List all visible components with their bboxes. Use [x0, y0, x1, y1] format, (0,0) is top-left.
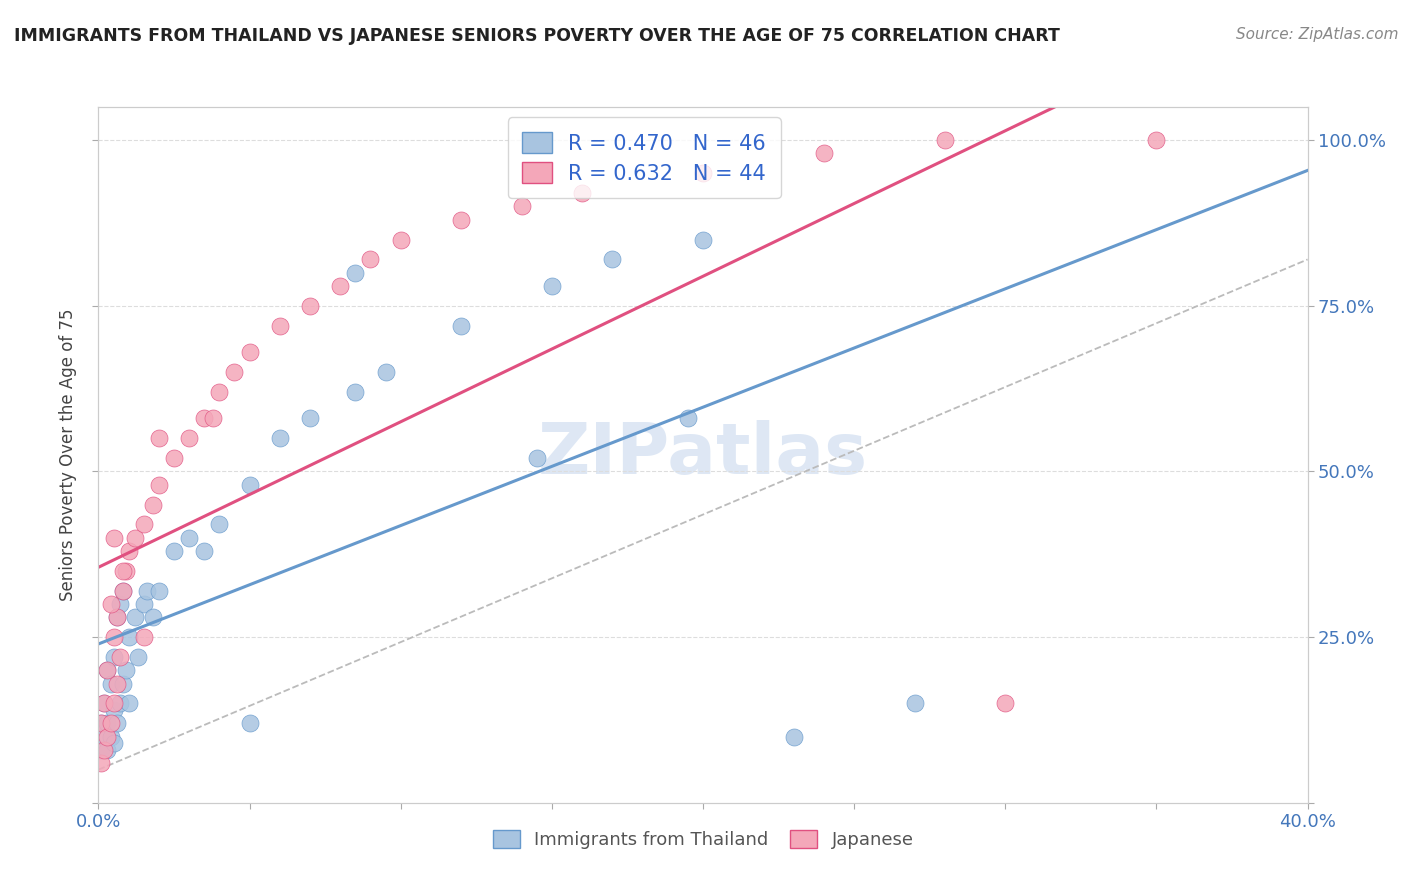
Text: Source: ZipAtlas.com: Source: ZipAtlas.com: [1236, 27, 1399, 42]
Point: [103, 630, 125, 644]
Point: [193, 411, 215, 425]
Point: [105, 676, 128, 690]
Point: [100, 676, 122, 690]
Point: [692, 233, 714, 247]
Point: [103, 650, 125, 665]
Point: [148, 431, 170, 445]
Point: [344, 266, 367, 280]
Point: [783, 730, 806, 744]
Point: [374, 365, 396, 379]
Point: [124, 610, 146, 624]
Point: [100, 730, 122, 744]
Point: [202, 411, 225, 425]
Point: [96, 663, 118, 677]
Point: [105, 610, 128, 624]
Point: [239, 716, 262, 731]
Point: [96, 730, 118, 744]
Point: [571, 186, 593, 201]
Point: [132, 630, 155, 644]
Point: [93, 743, 115, 757]
Point: [934, 133, 956, 147]
Point: [269, 431, 291, 445]
Point: [93, 730, 115, 744]
Point: [193, 544, 215, 558]
Point: [108, 597, 131, 611]
Point: [111, 564, 134, 578]
Point: [450, 212, 472, 227]
Point: [540, 279, 562, 293]
Point: [269, 318, 291, 333]
Point: [163, 544, 186, 558]
Point: [100, 597, 122, 611]
Point: [676, 411, 699, 425]
Point: [132, 597, 155, 611]
Point: [93, 697, 115, 711]
Point: [239, 477, 262, 491]
Point: [994, 697, 1017, 711]
Point: [179, 531, 201, 545]
Point: [90, 756, 112, 770]
Point: [904, 697, 927, 711]
Point: [602, 252, 624, 267]
Point: [813, 146, 835, 161]
Point: [239, 345, 262, 359]
Point: [299, 299, 322, 313]
Point: [114, 564, 136, 578]
Point: [103, 703, 125, 717]
Point: [90, 743, 112, 757]
Point: [96, 663, 118, 677]
Point: [96, 743, 118, 757]
Point: [124, 531, 146, 545]
Point: [208, 384, 231, 399]
Point: [132, 517, 155, 532]
Point: [100, 716, 122, 731]
Point: [208, 517, 231, 532]
Point: [163, 451, 186, 466]
Point: [118, 697, 141, 711]
Text: ZIPatlas: ZIPatlas: [538, 420, 868, 490]
Point: [299, 411, 322, 425]
Point: [90, 716, 112, 731]
Point: [111, 583, 134, 598]
Point: [103, 697, 125, 711]
Y-axis label: Seniors Poverty Over the Age of 75: Seniors Poverty Over the Age of 75: [59, 309, 77, 601]
Point: [179, 431, 201, 445]
Point: [389, 233, 412, 247]
Point: [1144, 133, 1167, 147]
Point: [96, 716, 118, 731]
Point: [344, 384, 367, 399]
Point: [510, 199, 533, 213]
Point: [142, 610, 165, 624]
Text: IMMIGRANTS FROM THAILAND VS JAPANESE SENIORS POVERTY OVER THE AGE OF 75 CORRELAT: IMMIGRANTS FROM THAILAND VS JAPANESE SEN…: [14, 27, 1060, 45]
Point: [105, 716, 128, 731]
Point: [329, 279, 352, 293]
Point: [103, 531, 125, 545]
Point: [93, 697, 115, 711]
Point: [111, 676, 134, 690]
Point: [118, 544, 141, 558]
Point: [224, 365, 246, 379]
Point: [127, 650, 149, 665]
Point: [105, 610, 128, 624]
Point: [142, 498, 165, 512]
Point: [526, 451, 548, 466]
Point: [360, 252, 382, 267]
Point: [111, 583, 134, 598]
Point: [135, 583, 157, 598]
Point: [148, 583, 170, 598]
Point: [692, 166, 714, 180]
Point: [114, 663, 136, 677]
Point: [108, 650, 131, 665]
Point: [450, 318, 472, 333]
Legend: Immigrants from Thailand, Japanese: Immigrants from Thailand, Japanese: [485, 822, 921, 856]
Point: [118, 630, 141, 644]
Point: [108, 697, 131, 711]
Point: [103, 736, 125, 750]
Point: [90, 716, 112, 731]
Point: [148, 477, 170, 491]
